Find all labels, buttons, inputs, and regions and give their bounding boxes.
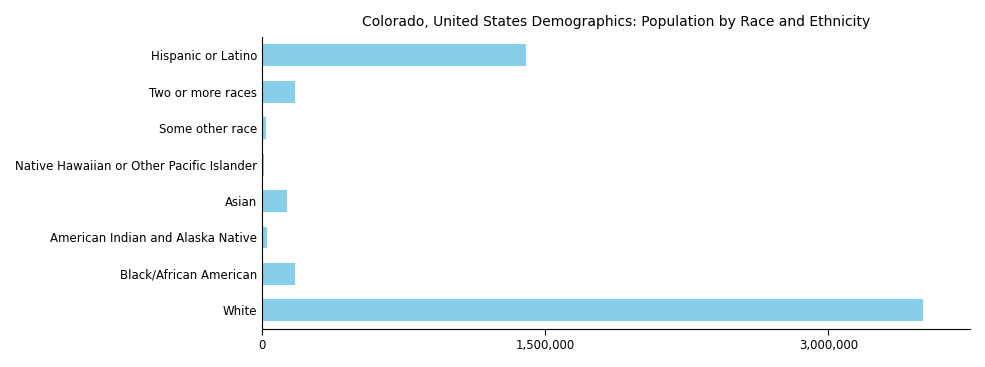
Bar bbox=[262, 154, 264, 175]
Bar bbox=[262, 44, 526, 66]
Bar bbox=[262, 190, 287, 212]
Bar bbox=[262, 299, 923, 321]
Title: Colorado, United States Demographics: Population by Race and Ethnicity: Colorado, United States Demographics: Po… bbox=[361, 15, 870, 29]
Bar bbox=[262, 226, 267, 248]
Bar bbox=[262, 263, 295, 285]
Bar bbox=[262, 117, 266, 139]
Bar bbox=[262, 81, 295, 103]
